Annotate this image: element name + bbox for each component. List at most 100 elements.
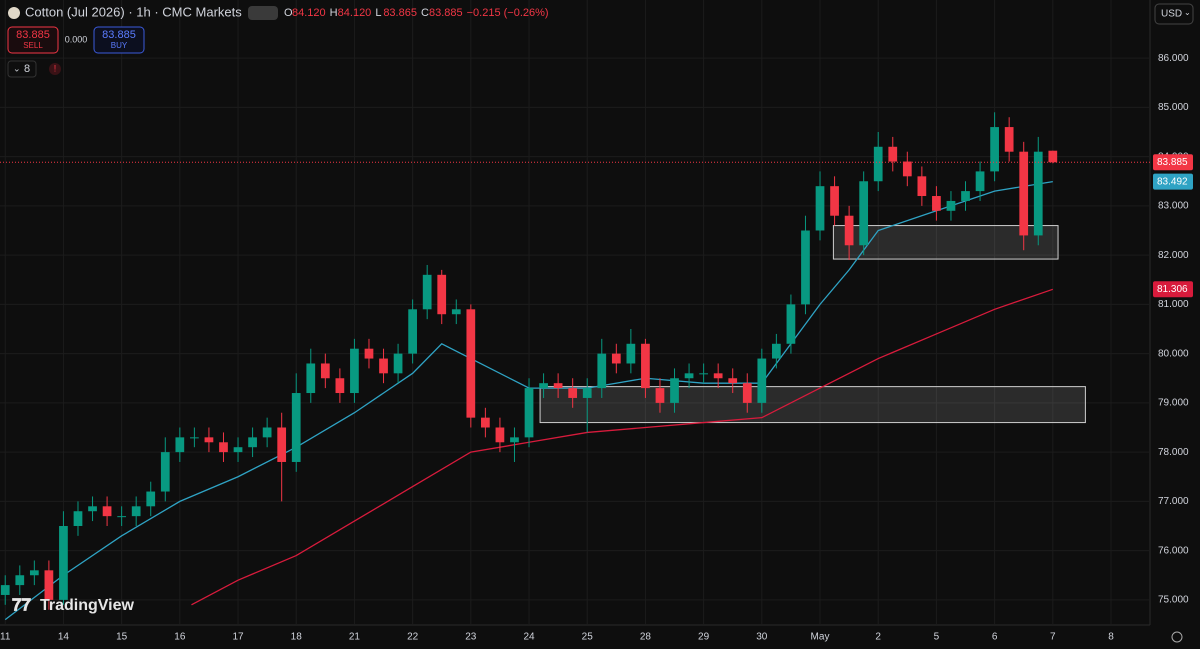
currency-button[interactable] <box>1154 3 1194 25</box>
candle-body <box>277 427 287 462</box>
ohlc-key: L <box>375 7 381 19</box>
candle-body <box>0 585 10 595</box>
buy-button[interactable] <box>93 26 145 54</box>
x-tick-label: 21 <box>349 632 361 643</box>
candle-body <box>175 437 185 453</box>
candle-body <box>539 383 548 389</box>
candle-body <box>830 186 839 216</box>
candle-body <box>670 378 679 403</box>
candle-body <box>15 575 25 586</box>
candle-body <box>146 491 156 507</box>
candle-body <box>117 516 126 518</box>
candle-body <box>815 186 825 231</box>
candle-body <box>248 437 257 448</box>
candle-body <box>291 393 301 462</box>
currency: USD <box>1161 9 1182 20</box>
candle-body <box>320 363 330 379</box>
candle-body <box>364 348 374 359</box>
candle-body <box>44 570 54 600</box>
x-tick-label: 5 <box>934 632 940 643</box>
candle-body <box>626 343 636 364</box>
y-tick-label: 86.000 <box>1158 53 1189 64</box>
candle-body <box>713 373 723 379</box>
x-tick-label: 2 <box>875 632 881 643</box>
candle-body <box>932 196 941 211</box>
candle-body <box>1004 127 1014 152</box>
symbol-title[interactable]: Cotton (Jul 2026) · 1h · CMC Markets <box>25 4 242 19</box>
candle-body <box>961 191 970 201</box>
candle-body <box>495 427 505 443</box>
candle-body <box>422 274 432 310</box>
x-tick-label: 29 <box>698 632 710 643</box>
price-label-box <box>1153 173 1193 190</box>
candle-body <box>597 353 607 389</box>
candle-body <box>408 309 417 354</box>
candle-body <box>990 127 999 172</box>
price-label: 83.492 <box>1157 176 1188 187</box>
price-label-box <box>1153 154 1193 171</box>
status-pill[interactable] <box>248 6 278 20</box>
warning-mark: ! <box>54 63 57 73</box>
spread: 0.000 <box>65 34 88 44</box>
buy-price: 83.885 <box>102 29 136 41</box>
candle-body <box>88 506 97 512</box>
sell-label: SELL <box>23 41 43 50</box>
candle-body <box>786 304 796 344</box>
x-tick-label: 17 <box>232 632 244 643</box>
y-tick-label: 80.000 <box>1158 348 1189 359</box>
currency-caret: ⌄ <box>1184 8 1191 17</box>
y-tick-label: 81.000 <box>1158 299 1189 310</box>
buy-label: BUY <box>111 41 128 50</box>
candle-body <box>379 358 388 374</box>
ohlc-value: 84.120 <box>338 7 372 19</box>
candle-body <box>233 447 243 453</box>
indicators-toggle[interactable] <box>7 60 37 78</box>
candle-body <box>611 353 621 364</box>
candle-body <box>859 181 869 246</box>
candle-body <box>801 230 810 305</box>
candle-body <box>102 506 112 517</box>
symbol-icon <box>8 7 20 19</box>
change: −0.215 (−0.26%) <box>467 7 549 19</box>
ohlc-value: 84.120 <box>292 7 326 19</box>
candle-body <box>219 442 228 453</box>
zone <box>539 386 1086 424</box>
candle-body <box>510 437 519 443</box>
sell-button[interactable] <box>7 26 59 54</box>
candle-body <box>524 388 534 438</box>
candle-body <box>946 200 956 211</box>
y-tick-label: 75.000 <box>1158 595 1189 606</box>
indicator-count: 8 <box>24 63 30 75</box>
sell-price: 83.885 <box>16 29 50 41</box>
candle-body <box>917 176 927 197</box>
candle-body <box>335 378 345 394</box>
x-tick-label: 11 <box>0 632 11 643</box>
x-tick-label: 25 <box>582 632 594 643</box>
x-tick-label: 6 <box>992 632 998 643</box>
candle-body <box>204 437 214 443</box>
logo: TradingView <box>40 597 135 614</box>
candle-body <box>466 309 476 418</box>
ohlc-key: C <box>421 7 429 19</box>
x-tick-label: 15 <box>116 632 128 643</box>
ohlc-key: O <box>284 7 293 19</box>
warning-icon[interactable] <box>49 63 61 75</box>
candle-body <box>699 373 708 375</box>
y-tick-label: 82.000 <box>1158 250 1189 261</box>
x-tick-label: 8 <box>1108 632 1114 643</box>
x-tick-label: May <box>811 632 830 643</box>
candle-body <box>757 358 767 403</box>
candle-body <box>772 343 781 359</box>
price-label-box <box>1153 281 1193 298</box>
candle-body <box>1019 151 1029 236</box>
candle-body <box>437 274 447 315</box>
settings-icon[interactable] <box>1171 631 1183 643</box>
candle-body <box>844 215 854 246</box>
x-tick-label: 14 <box>58 632 70 643</box>
candle-body <box>160 452 170 492</box>
candle-body <box>393 353 403 374</box>
